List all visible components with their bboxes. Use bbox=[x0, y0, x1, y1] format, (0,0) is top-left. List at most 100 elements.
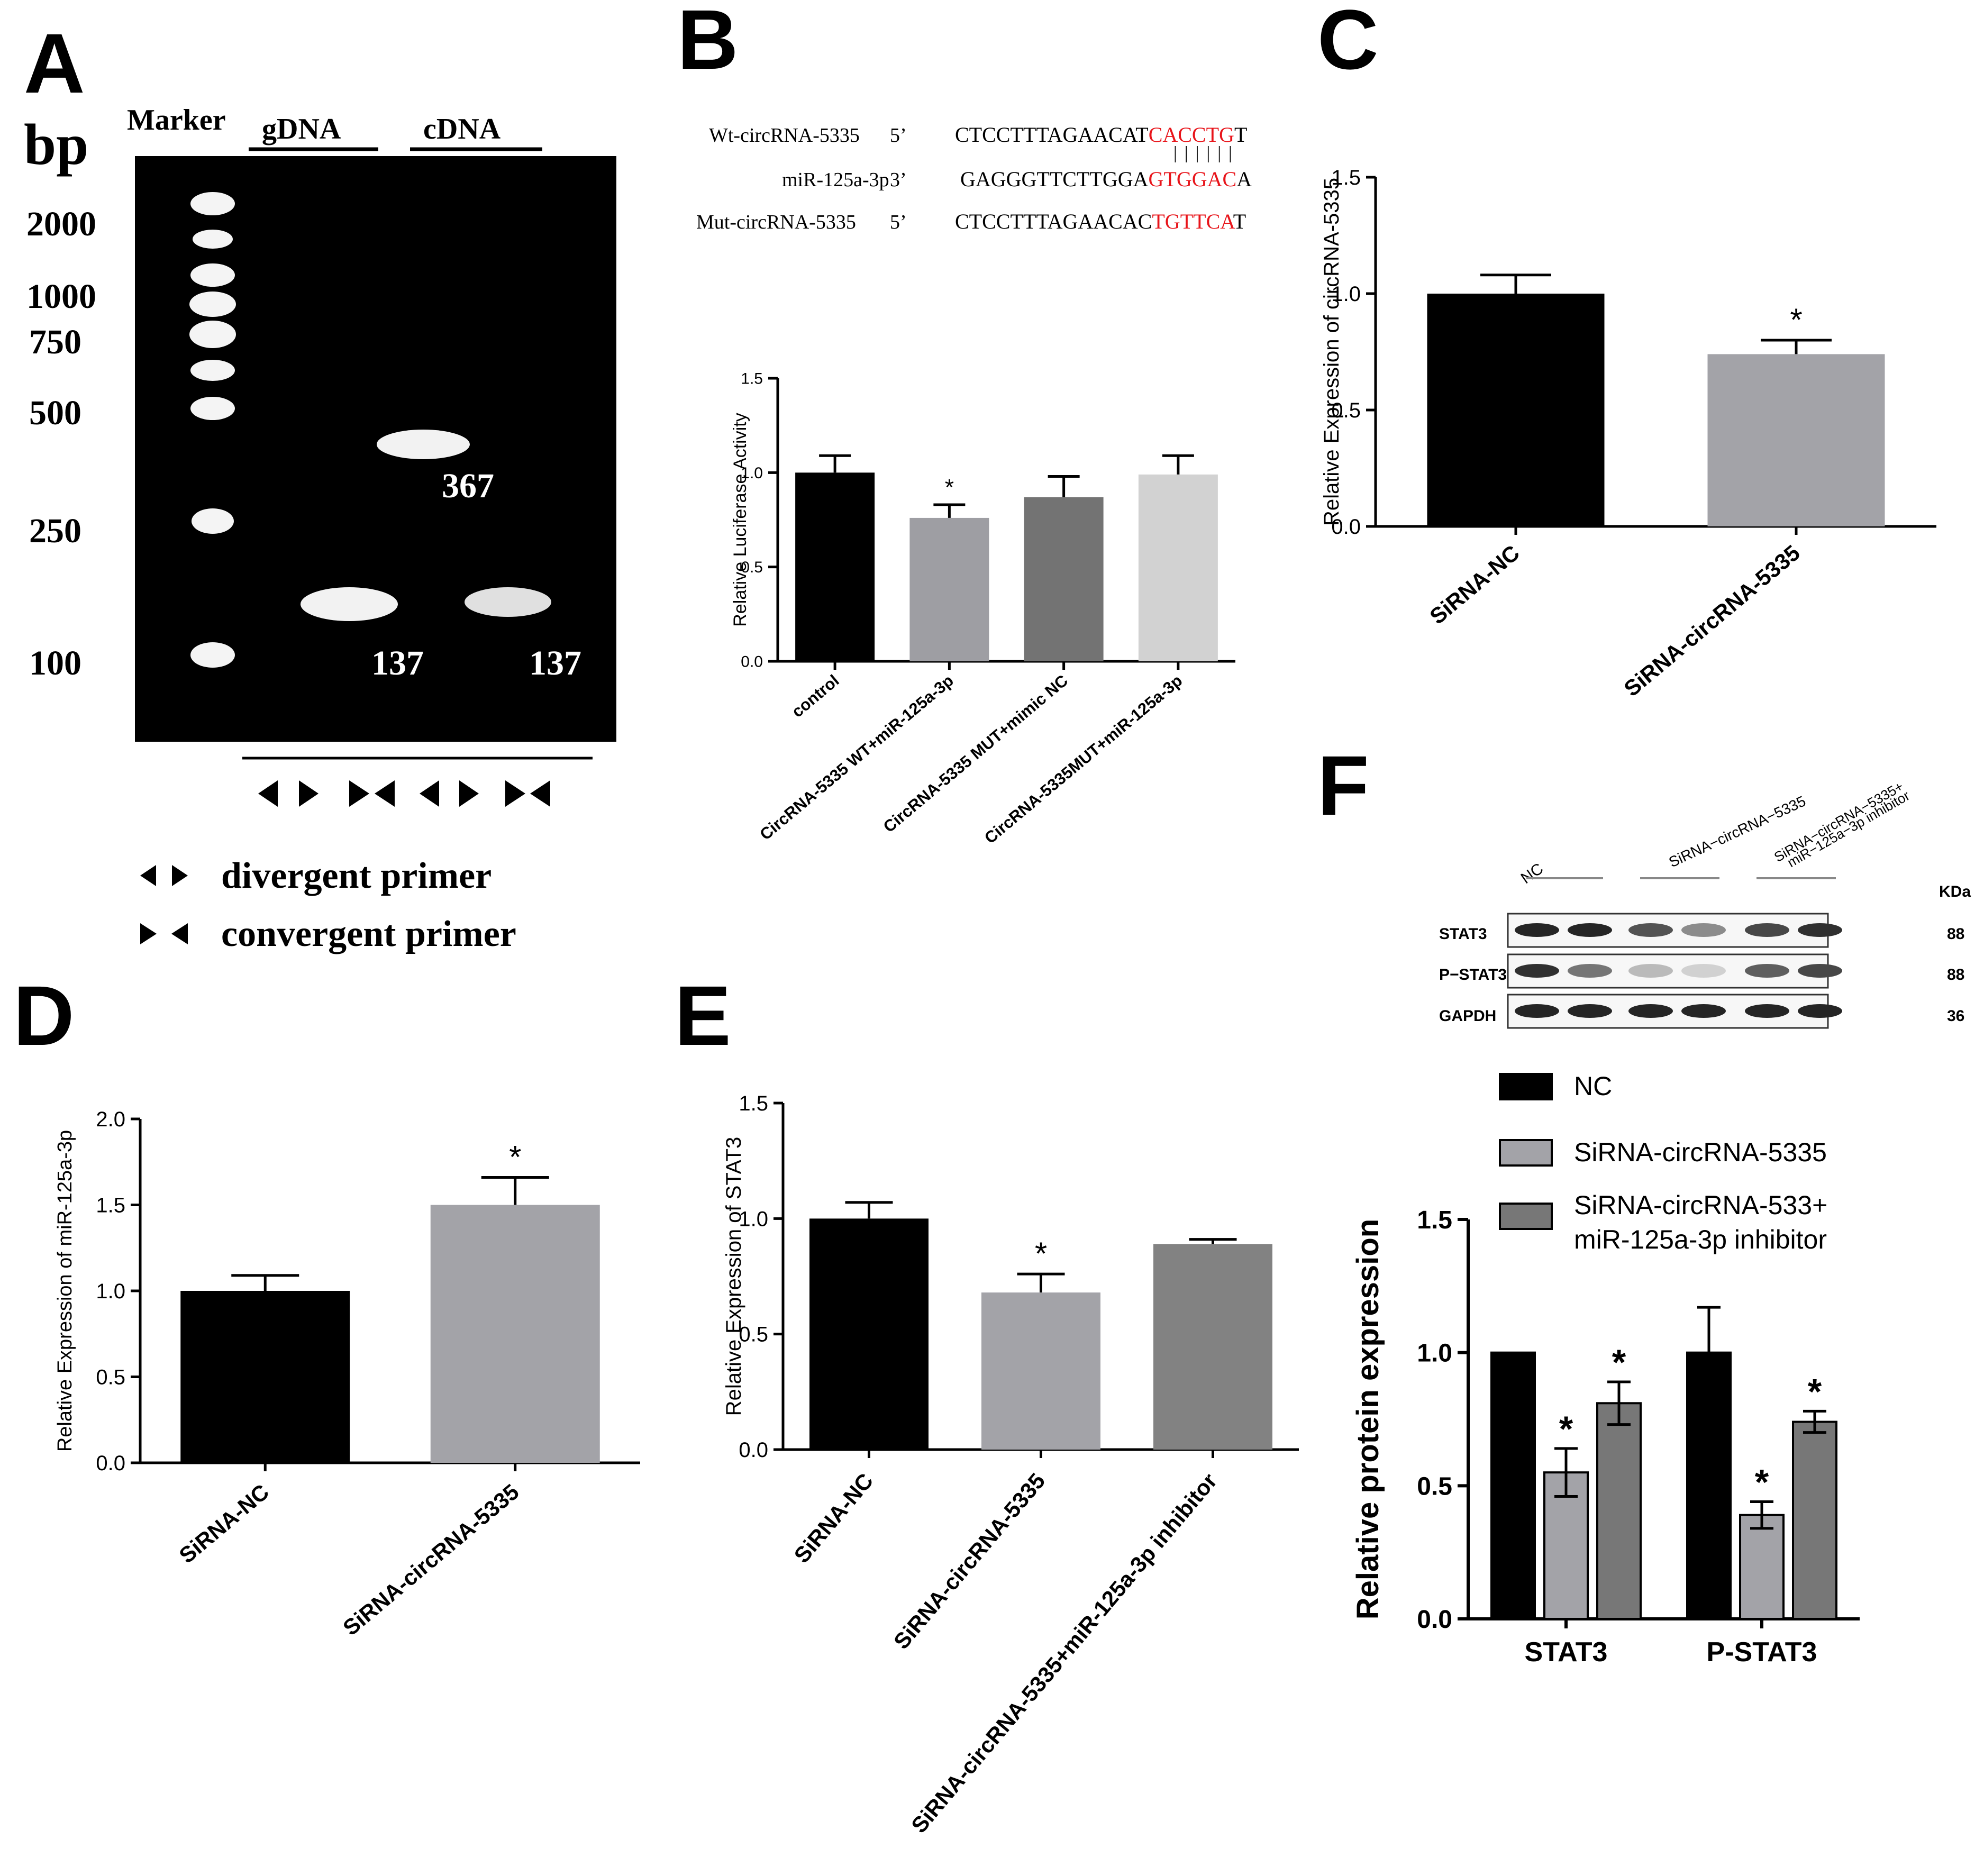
y-axis-label: Relative protein expression bbox=[1351, 1219, 1385, 1619]
y-tick-label: 0.5 bbox=[1331, 399, 1361, 422]
blot-label-gapdh: GAPDH bbox=[1439, 1007, 1496, 1025]
primer-icons bbox=[258, 780, 550, 807]
blot-band bbox=[1745, 1004, 1789, 1018]
blot-band bbox=[1745, 964, 1789, 978]
ladder-100: 100 bbox=[29, 644, 81, 682]
chart-d-mir: 0.0 0.5 1.0 1.5 2.0 Relative Expression of mi… bbox=[54, 1108, 640, 1640]
kda-label: KDa bbox=[1939, 883, 1971, 900]
legend-swatch bbox=[1499, 1139, 1553, 1167]
convergent-primer-icon bbox=[375, 780, 395, 807]
blot-band bbox=[1515, 1004, 1559, 1018]
seq-dir-mir: 3’ bbox=[890, 169, 907, 191]
bar bbox=[1490, 1351, 1536, 1620]
bar bbox=[909, 517, 989, 661]
panel-a-gel: A bp Marker gDNA cDNA 2000 1000 750 500 … bbox=[24, 16, 616, 954]
panel-letter-b: B bbox=[677, 0, 739, 87]
ladder-band bbox=[192, 508, 234, 534]
category-label: STAT3 bbox=[1525, 1637, 1608, 1668]
divergent-primer-icon bbox=[459, 780, 479, 807]
y-tick-label: 1.0 bbox=[739, 1207, 768, 1231]
legend-swatch bbox=[1499, 1203, 1553, 1230]
category-label: SiRNA-circRNA-5335 bbox=[1619, 540, 1805, 702]
panel-d: D 0.0 0.5 1.0 1.5 2.0 Relative Expression of … bbox=[13, 968, 640, 1640]
y-tick-label: 0.0 bbox=[739, 1438, 768, 1462]
significance-star: * bbox=[1612, 1342, 1626, 1382]
panel-f: F NC SiRNA−circRNA−5335 SiRNA−circRNA−53… bbox=[1317, 738, 1971, 1668]
y-axis-label: Relative Expression of STAT3 bbox=[722, 1137, 745, 1416]
ladder-band bbox=[193, 230, 233, 249]
panel-letter-a: A bbox=[24, 16, 85, 111]
panel-letter-d: D bbox=[13, 968, 75, 1063]
band-label-137-a: 137 bbox=[371, 644, 424, 682]
ladder-750: 750 bbox=[29, 323, 81, 361]
sequence-alignment: Wt-circRNA-5335 5’ CTCCTTTAGAACATCACCTGT… bbox=[696, 123, 1252, 233]
ladder-500: 500 bbox=[29, 394, 81, 432]
ladder-1000: 1000 bbox=[26, 277, 96, 316]
ladder-band bbox=[189, 321, 236, 348]
y-tick-label: 0.0 bbox=[1417, 1606, 1452, 1634]
bar bbox=[1596, 1402, 1642, 1620]
legend-swatch bbox=[1499, 1073, 1553, 1100]
divergent-primer-icon bbox=[172, 865, 188, 886]
bar bbox=[809, 1218, 929, 1450]
ladder-band bbox=[189, 292, 236, 317]
bar bbox=[1707, 354, 1885, 526]
y-tick-label: 0.0 bbox=[741, 653, 763, 671]
panel-letter-e: E bbox=[675, 968, 731, 1063]
blot-band bbox=[1568, 964, 1612, 978]
blot-band bbox=[1568, 1004, 1612, 1018]
blot-band bbox=[1515, 964, 1559, 978]
y-tick-label: 1.5 bbox=[96, 1194, 125, 1217]
chart-f-protein: 0.0 0.5 1.0 1.5 Relative protein expression *… bbox=[1351, 1206, 1860, 1668]
significance-star: * bbox=[509, 1140, 521, 1175]
ladder-labels: 2000 1000 750 500 250 100 bbox=[26, 205, 96, 682]
seq-dir-wt: 5’ bbox=[890, 124, 907, 147]
ladder-bands bbox=[189, 192, 236, 668]
convergent-primer-icon bbox=[505, 780, 525, 807]
marker-label: Marker bbox=[127, 104, 226, 136]
significance-star: * bbox=[1035, 1236, 1047, 1271]
bar bbox=[1138, 474, 1218, 661]
kda-gapdh: 36 bbox=[1947, 1007, 1964, 1025]
convergent-primer-icon bbox=[140, 923, 157, 944]
sample-band-137-gdna bbox=[301, 587, 398, 621]
y-axis-label: Relative Expression of miR-125a-3p bbox=[54, 1130, 76, 1452]
bar bbox=[981, 1292, 1100, 1450]
primer-legend: divergent primer convergent primer bbox=[140, 855, 516, 954]
category-label: control bbox=[788, 671, 843, 721]
y-tick-label: 0.0 bbox=[96, 1452, 125, 1475]
blot-band bbox=[1628, 964, 1673, 978]
y-axis-label: Relative Expression of circRNA-5335 bbox=[1320, 178, 1343, 526]
blot-band bbox=[1681, 923, 1726, 937]
y-tick-label: 1.0 bbox=[741, 465, 763, 482]
blot-bands bbox=[1515, 923, 1842, 1018]
seq-mut: CTCCTTTAGAACACTGTTCAT bbox=[955, 210, 1246, 233]
blot-band bbox=[1515, 923, 1559, 937]
category-label: CircRNA-5335MUT+miR-125a-3p bbox=[981, 671, 1186, 848]
sample-band-367 bbox=[377, 430, 470, 459]
y-tick-label: 1.0 bbox=[1417, 1340, 1452, 1368]
seq-mir: GAGGGTTCTTGGAGTGGACA bbox=[960, 167, 1252, 191]
kda-pstat3: 88 bbox=[1947, 966, 1964, 983]
bar bbox=[1739, 1514, 1785, 1620]
category-label: SiRNA-NC bbox=[175, 1479, 274, 1568]
panel-letter-f: F bbox=[1317, 738, 1369, 833]
category-label: CircRNA-5335 MUT+mimic NC bbox=[880, 671, 1071, 836]
blot-band bbox=[1745, 923, 1789, 937]
ladder-band bbox=[190, 192, 235, 215]
significance-star: * bbox=[945, 475, 954, 500]
pairing-lines: |||||| bbox=[1173, 143, 1240, 163]
category-label: SiRNA-NC bbox=[789, 1469, 878, 1568]
bar bbox=[1427, 294, 1605, 526]
legend-divergent: divergent primer bbox=[221, 855, 492, 896]
gdna-label: gDNA bbox=[262, 113, 341, 145]
chart-b-luciferase: 0.0 0.5 1.0 1.5 Relative Luciferase Activity… bbox=[730, 370, 1235, 848]
y-tick-label: 1.5 bbox=[1331, 166, 1361, 189]
significance-star: * bbox=[1755, 1462, 1769, 1502]
seq-name-mut: Mut-circRNA-5335 bbox=[696, 211, 856, 233]
seq-dir-mut: 5’ bbox=[890, 211, 907, 233]
band-label-367: 367 bbox=[442, 467, 494, 505]
